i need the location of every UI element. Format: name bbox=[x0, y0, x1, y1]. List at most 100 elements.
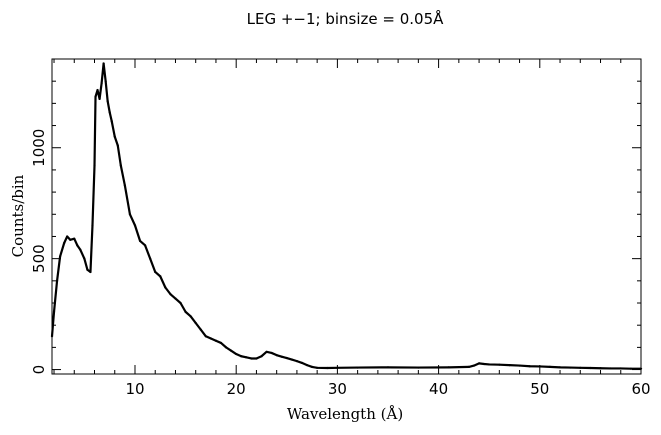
data-point bbox=[108, 111, 111, 114]
data-point bbox=[194, 321, 197, 325]
data-point bbox=[569, 366, 572, 369]
data-point bbox=[300, 361, 304, 365]
x-tick-label: 50 bbox=[530, 380, 549, 398]
data-point bbox=[144, 244, 147, 247]
data-point bbox=[356, 366, 359, 369]
x-tick-label: 10 bbox=[125, 380, 144, 398]
data-point bbox=[285, 356, 288, 360]
data-point bbox=[639, 367, 643, 370]
data-point bbox=[69, 238, 72, 241]
data-point bbox=[159, 275, 162, 278]
data-point bbox=[558, 366, 562, 369]
data-point bbox=[483, 362, 486, 366]
data-point bbox=[133, 224, 137, 227]
data-point bbox=[467, 365, 471, 368]
data-point bbox=[219, 341, 223, 345]
data-point bbox=[76, 244, 79, 247]
data-point bbox=[86, 268, 89, 271]
data-point bbox=[164, 286, 167, 289]
data-point bbox=[50, 335, 54, 338]
data-point bbox=[488, 363, 491, 366]
data-point bbox=[104, 80, 107, 83]
data-point bbox=[280, 355, 283, 358]
data-point bbox=[629, 367, 632, 370]
data-point bbox=[179, 301, 182, 305]
data-point bbox=[305, 364, 309, 367]
data-point bbox=[240, 355, 243, 358]
data-point bbox=[89, 270, 92, 274]
data-point bbox=[230, 349, 233, 352]
data-point bbox=[508, 364, 511, 367]
data-point bbox=[472, 364, 476, 367]
x-tick-label: 30 bbox=[328, 380, 347, 398]
data-point bbox=[93, 164, 96, 167]
data-point bbox=[199, 328, 202, 331]
data-point bbox=[417, 366, 420, 369]
data-point bbox=[310, 365, 314, 368]
data-point bbox=[94, 95, 97, 98]
data-point bbox=[599, 367, 602, 370]
data-point bbox=[189, 315, 192, 318]
plot-frame bbox=[51, 58, 642, 375]
data-point bbox=[59, 255, 62, 258]
data-point bbox=[73, 237, 76, 240]
data-point bbox=[538, 365, 541, 368]
data-point bbox=[245, 356, 248, 359]
data-point bbox=[66, 235, 69, 238]
data-point bbox=[270, 351, 273, 355]
data-point bbox=[235, 352, 238, 356]
data-point bbox=[91, 224, 94, 227]
data-point bbox=[63, 242, 66, 245]
data-point bbox=[275, 354, 278, 357]
data-point bbox=[528, 365, 531, 368]
data-point bbox=[250, 357, 253, 360]
data-point bbox=[386, 366, 390, 369]
y-axis-label: Counts/bin bbox=[9, 174, 27, 257]
data-point bbox=[209, 337, 212, 340]
data-point bbox=[295, 360, 299, 363]
data-point bbox=[260, 355, 263, 358]
data-point bbox=[119, 164, 122, 167]
data-point bbox=[447, 366, 450, 369]
data-point bbox=[609, 367, 612, 370]
data-point bbox=[123, 184, 126, 187]
y-tick-label: 0 bbox=[30, 365, 48, 375]
data-point bbox=[336, 366, 339, 369]
data-point bbox=[184, 310, 187, 313]
x-tick-label: 20 bbox=[227, 380, 246, 398]
data-point bbox=[326, 366, 329, 370]
y-tick-label: 500 bbox=[30, 244, 48, 273]
chart-title: LEG +−1; binsize = 0.05Å bbox=[247, 9, 445, 28]
data-point bbox=[548, 365, 552, 368]
y-tick-label: 1000 bbox=[30, 129, 48, 167]
data-point bbox=[579, 366, 582, 369]
data-point bbox=[619, 367, 622, 370]
data-point bbox=[204, 335, 207, 338]
data-point bbox=[169, 293, 172, 296]
data-point bbox=[224, 346, 228, 349]
data-point bbox=[290, 358, 293, 361]
data-point bbox=[498, 363, 501, 366]
data-point bbox=[83, 257, 86, 260]
data-point bbox=[316, 366, 319, 369]
data-point bbox=[106, 100, 109, 103]
data-point bbox=[589, 366, 592, 370]
data-point bbox=[174, 297, 177, 300]
data-point bbox=[96, 88, 99, 92]
data-point bbox=[79, 248, 82, 251]
x-tick-label: 60 bbox=[631, 380, 650, 398]
data-point bbox=[113, 135, 116, 138]
data-point bbox=[255, 357, 258, 360]
data-point bbox=[128, 213, 132, 216]
data-point bbox=[110, 120, 113, 123]
tick-labels: 10 20 30 40 50 60 0 500 1000 bbox=[30, 129, 651, 398]
data-point bbox=[154, 270, 157, 274]
data-point bbox=[98, 97, 101, 101]
data-point bbox=[52, 310, 56, 313]
x-axis-label: Wavelength (Å) bbox=[287, 405, 403, 423]
spectrum-line bbox=[50, 62, 641, 370]
data-point bbox=[55, 279, 59, 282]
x-tick-label: 40 bbox=[429, 380, 448, 398]
axis-ticks bbox=[52, 59, 642, 374]
